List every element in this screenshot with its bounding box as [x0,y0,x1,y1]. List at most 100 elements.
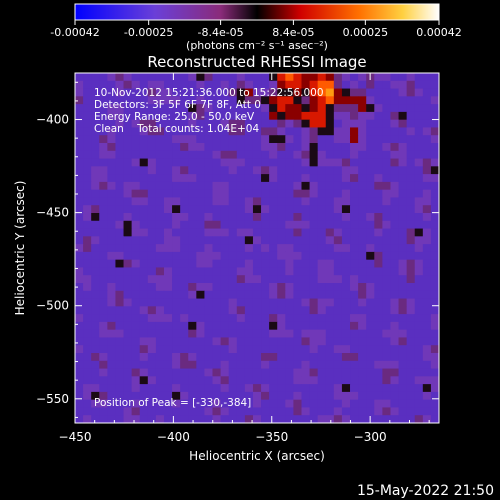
heatmap-cell [341,220,351,229]
heatmap-cell [390,314,399,323]
heatmap-cell [244,189,254,198]
heatmap-cell [180,391,189,401]
heatmap-cell [252,259,262,268]
heatmap-cell [293,290,302,299]
heatmap-cell [139,166,149,175]
heatmap-cell [155,80,165,89]
heatmap-cell [301,88,310,97]
heatmap-cell [293,197,302,206]
heatmap-cell [358,111,367,121]
heatmap-cell [180,399,189,408]
heatmap-cell [220,259,230,268]
heatmap-cell [293,181,302,191]
heatmap-cell [252,267,262,276]
heatmap-cell [91,267,100,276]
heatmap-cell [382,228,391,237]
heatmap-cell [83,415,92,424]
heatmap-cell [220,127,230,136]
heatmap-cell [406,267,416,276]
heatmap-cell [406,189,416,198]
heatmap-cell [301,376,310,385]
heatmap-cell [107,150,116,159]
heatmap-cell [398,267,408,276]
heatmap-cell [91,415,100,424]
heatmap-cell [341,174,351,183]
heatmap-cell [341,415,351,424]
heatmap-cell [244,80,254,89]
heatmap-cell [293,189,302,198]
heatmap-cell [406,197,416,206]
heatmap-cell [155,220,165,229]
heatmap-cell [163,111,173,121]
heatmap-cell [123,290,133,299]
heatmap-cell [382,251,391,261]
heatmap-cell [366,337,375,346]
heatmap-cell [277,337,286,346]
heatmap-cell [172,345,181,354]
heatmap-cell [131,189,141,198]
heatmap-cell [91,259,100,268]
heatmap-cell [430,267,440,276]
heatmap-cell [252,251,262,261]
heatmap-cell [285,306,294,315]
heatmap-cell [390,127,399,136]
heatmap-cell [325,228,335,237]
heatmap-cell [91,314,100,323]
heatmap-cell [430,80,440,89]
heatmap-cell [285,391,294,401]
heatmap-cell [325,415,335,424]
heatmap-cell [325,314,335,323]
heatmap-cell [406,337,416,346]
heatmap-cell [341,391,351,401]
heatmap-cell [139,267,149,276]
heatmap-cell [236,407,246,416]
heatmap-cell [301,127,310,136]
heatmap-cell [236,267,246,276]
plot-frame [74,72,440,424]
heatmap-cell [107,166,116,175]
heatmap-cell [422,135,432,144]
heatmap-cell [131,213,141,222]
heatmap-cell [390,399,399,408]
heatmap-cell [99,143,108,152]
heatmap-cell [196,236,205,245]
heatmap-cell [309,353,319,362]
heatmap-cell [99,259,108,268]
heatmap-cell [293,353,302,362]
heatmap-cell [358,174,367,183]
heatmap-cell [83,96,92,105]
heatmap-cell [269,275,278,284]
heatmap-cell [374,244,383,253]
heatmap-cell [196,399,205,408]
heatmap-cell [390,298,399,307]
heatmap-cell [414,321,424,331]
heatmap-cell [430,337,440,346]
heatmap-cell [325,290,335,299]
heatmap-cell [228,290,238,299]
heatmap-cell [107,399,116,408]
heatmap-cell [252,174,262,183]
heatmap-cell [163,399,173,408]
heatmap-cell [277,321,286,331]
heatmap-cell [382,306,391,315]
heatmap-cell [285,368,294,377]
heatmap-cell [163,259,173,268]
heatmap-cell [269,283,278,292]
heatmap-cell [414,73,424,82]
heatmap-cell [301,244,310,253]
heatmap-cell [398,143,408,152]
heatmap-cell [107,96,116,105]
heatmap-cell [188,290,197,299]
heatmap-cell [123,368,133,377]
heatmap-cell [301,181,310,191]
heatmap-cell [261,220,270,229]
heatmap-cell [244,88,254,97]
heatmap-cell [285,228,294,237]
heatmap-cell [180,228,189,237]
heatmap-cell [212,415,221,424]
heatmap-cell [325,127,335,136]
heatmap-cell [83,329,92,338]
heatmap-cell [163,119,173,128]
heatmap-cell [390,267,399,276]
heatmap-cell [244,166,254,175]
